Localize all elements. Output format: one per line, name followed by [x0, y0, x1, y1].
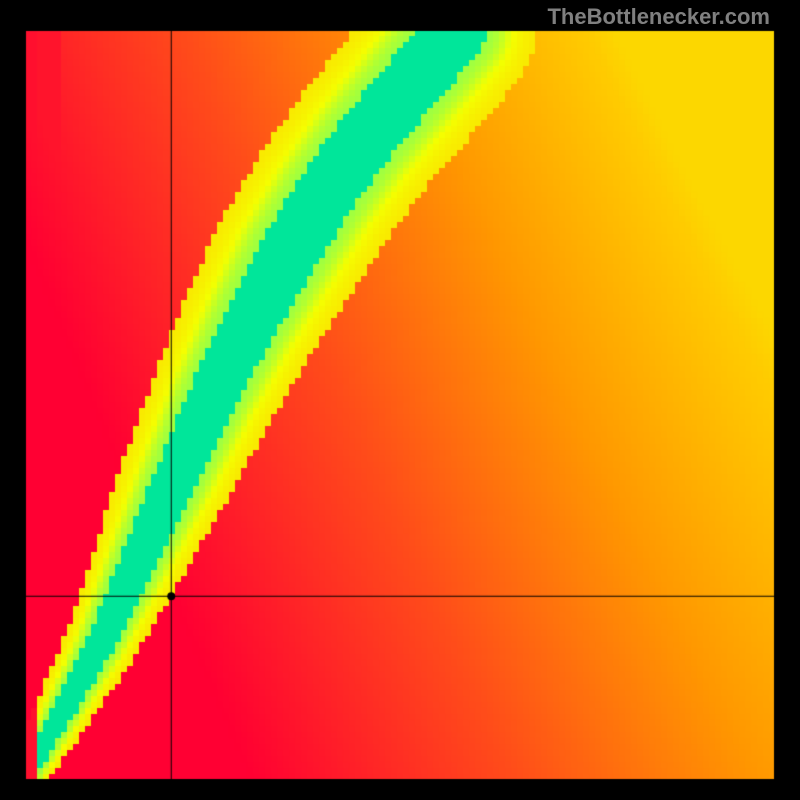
- watermark-label: TheBottlenecker.com: [547, 4, 770, 30]
- stage: { "watermark": { "text": "TheBottlenecke…: [0, 0, 800, 800]
- bottleneck-heatmap: [0, 0, 800, 800]
